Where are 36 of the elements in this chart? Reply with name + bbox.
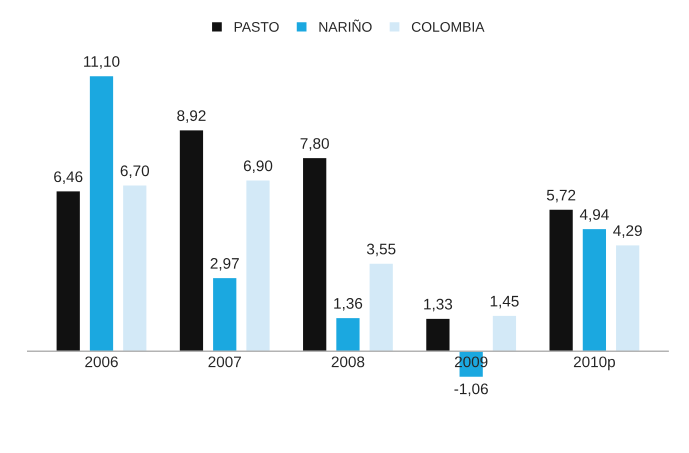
bar xyxy=(55,190,82,352)
data-label: 1,33 xyxy=(424,298,452,312)
data-label: -1,06 xyxy=(454,383,488,396)
bar xyxy=(424,317,451,352)
bar xyxy=(614,244,641,352)
bar xyxy=(122,184,148,352)
data-label: 6,70 xyxy=(120,165,150,178)
x-tick-label: 2006 xyxy=(85,356,118,368)
bar xyxy=(491,314,518,352)
legend-label: COLOMBIA xyxy=(412,22,484,32)
data-label: 2,97 xyxy=(210,258,239,271)
data-label: 6,90 xyxy=(244,160,272,174)
bar xyxy=(334,316,361,352)
data-label: 8,92 xyxy=(177,110,206,123)
bar xyxy=(302,156,328,352)
x-tick-label: 2010p xyxy=(574,356,615,370)
data-label: 11,10 xyxy=(84,56,120,69)
bar xyxy=(212,276,238,352)
data-label: 1,36 xyxy=(334,298,362,311)
bar xyxy=(548,208,574,352)
data-label: 6,46 xyxy=(54,171,82,184)
data-label: 3,55 xyxy=(366,244,396,256)
data-label: 5,72 xyxy=(546,190,576,202)
bar xyxy=(581,228,608,352)
bar xyxy=(178,128,204,352)
data-label: 7,80 xyxy=(300,138,329,151)
data-label: 4,29 xyxy=(613,225,642,238)
data-label: 4,94 xyxy=(580,209,609,222)
bar xyxy=(244,179,272,352)
bar xyxy=(368,262,394,352)
data-label: 1,45 xyxy=(490,296,519,308)
x-tick-label: 2007 xyxy=(208,356,241,368)
bar xyxy=(88,74,115,352)
legend-label: PASTO xyxy=(234,22,279,32)
legend-label: NARIÑO xyxy=(319,20,372,32)
x-tick-label: 2008 xyxy=(332,356,364,368)
